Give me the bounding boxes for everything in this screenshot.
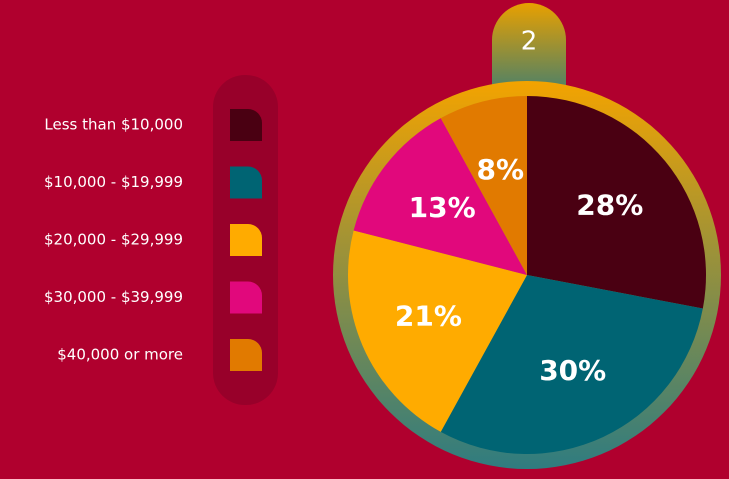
pie-slice [348,230,527,432]
pie-slice [527,96,706,309]
pie-slice [353,118,527,275]
legend-label: $10,000 - $19,999 [44,173,183,191]
pie [348,96,706,454]
value-label: 13% [409,191,476,224]
legend-label: $40,000 or more [57,346,183,364]
value-label: 30% [539,354,606,387]
value-labels: 28% 30% 21% 13%8% [395,153,643,387]
pie-slice [440,275,703,454]
value-label: 28% [576,189,643,222]
legend-label: $30,000 - $39,999 [44,288,183,306]
legend-swatch [230,109,262,141]
badge-number: 2 [521,27,538,57]
value-label: 21% [395,300,462,333]
legend-swatch [230,339,262,371]
legend-swatch [230,281,262,314]
legend-label: Less than $10,000 [44,116,183,134]
legend-swatch [230,166,262,199]
legend-swatch [230,224,262,256]
legend: Less than $10,000 $10,000 - $19,999 $20,00… [44,109,262,371]
pie-slice [440,96,527,275]
value-label: 8% [477,153,525,186]
legend-label: $20,000 - $29,999 [44,231,183,249]
